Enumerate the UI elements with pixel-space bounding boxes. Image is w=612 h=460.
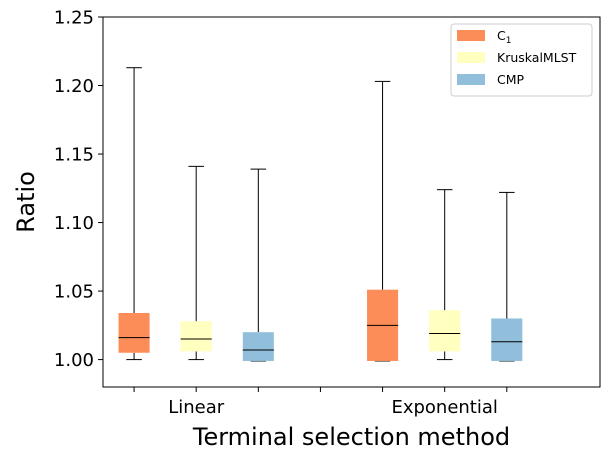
axes-frame	[102, 16, 601, 388]
iqr-box	[242, 332, 274, 361]
iqr-box	[491, 318, 523, 361]
legend-label: CMP	[497, 72, 525, 87]
legend: C1 KruskalMLST CMP	[450, 23, 593, 97]
iqr-box	[118, 313, 150, 353]
legend-label: C1	[497, 28, 511, 46]
y-tick-label: 1.00	[54, 350, 94, 371]
y-tick-label: 1.05	[54, 282, 94, 303]
legend-swatch	[457, 52, 485, 63]
iqr-box	[180, 321, 212, 352]
y-axis: 1.00 1.05 1.10 1.15 1.20 1.25	[54, 8, 103, 371]
y-tick-label: 1.25	[54, 8, 94, 29]
box-KruskalMLST-Exponential	[429, 189, 461, 361]
y-tick-label: 1.15	[54, 145, 94, 166]
legend-label-subscript: 1	[506, 36, 512, 46]
iqr-box	[429, 310, 461, 352]
legend-label-main: KruskalMLST	[497, 50, 577, 65]
legend-label-main: C	[497, 28, 506, 43]
legend-label-main: CMP	[497, 72, 525, 87]
x-tick-label: Linear	[168, 397, 225, 418]
x-axis-label: Terminal selection method	[192, 423, 510, 451]
legend-label: KruskalMLST	[497, 50, 577, 65]
legend-swatch	[457, 30, 485, 41]
legend-swatch	[457, 74, 485, 85]
x-tick-label: Exponential	[391, 397, 497, 418]
legend-frame	[450, 23, 593, 97]
box-KruskalMLST-Linear	[180, 165, 212, 361]
box-CMP-Exponential	[491, 191, 523, 362]
x-axis: Linear Exponential	[133, 387, 508, 418]
box-C1-Exponential	[367, 80, 399, 362]
y-tick-label: 1.10	[54, 213, 94, 234]
box-C1-Linear	[118, 67, 150, 361]
box-CMP-Linear	[242, 168, 274, 362]
y-axis-label: Ratio	[12, 171, 40, 233]
y-tick-label: 1.20	[54, 76, 94, 97]
plot-area	[118, 67, 523, 362]
